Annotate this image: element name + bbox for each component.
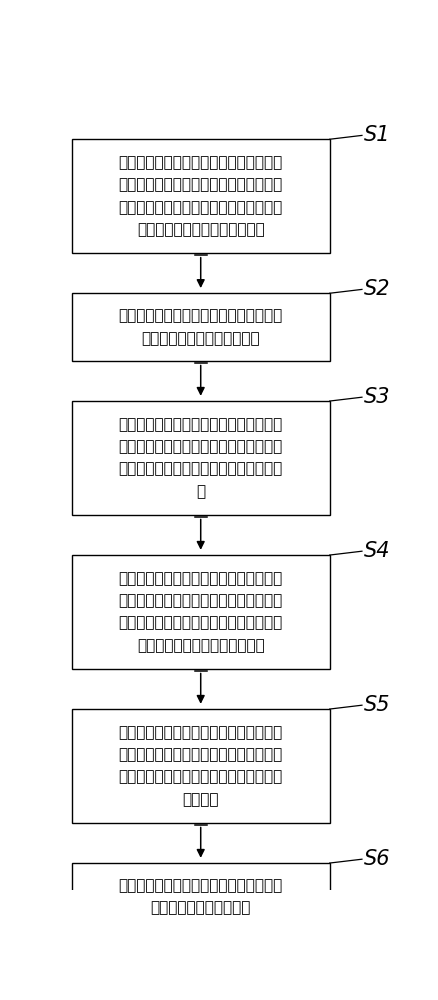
Text: S4: S4 [364, 541, 390, 561]
Bar [72, 401, 330, 515]
Bar [72, 293, 330, 361]
Text: S3: S3 [364, 387, 390, 407]
Bar [72, 139, 330, 253]
Text: S1: S1 [364, 125, 390, 145]
Text: 根据预设的阵列观测范围、最小合成阵列
尺寸、最小合成阵列的收发阵元数计算成
像系统的收发总阵元数、天线等效相位中
心数和成像系统的平面阵列尺寸: 根据预设的阵列观测范围、最小合成阵列 尺寸、最小合成阵列的收发阵元数计算成 像系… [119, 571, 283, 653]
Text: S5: S5 [364, 695, 390, 715]
Text: 根据成像系统收发总阵元数、天线等效相
位中心数和成像系统平面阵列尺寸计算成
像系统的发射和接收阵元天线几何中心位
置的分布: 根据成像系统收发总阵元数、天线等效相 位中心数和成像系统平面阵列尺寸计算成 像系… [119, 725, 283, 807]
Text: 根据成像系统的平面阵列阵元天线尺寸确
定同类收发天线中心最小间距: 根据成像系统的平面阵列阵元天线尺寸确 定同类收发天线中心最小间距 [119, 309, 283, 346]
Text: S2: S2 [364, 279, 390, 299]
Bar [72, 709, 330, 823]
Text: S6: S6 [364, 849, 390, 869]
Text: 根据平面阵列多输入多输出成像系统的二
维平面分辨率、阵列天线目标近距和系统
工作频率确定成像系统的最短有效合成阵
列大小和平面阵列阵元天线尺寸: 根据平面阵列多输入多输出成像系统的二 维平面分辨率、阵列天线目标近距和系统 工作… [119, 155, 283, 237]
Text: 根据成像系统的发射和接收阵元天线几何
中心位置的分布进行布局: 根据成像系统的发射和接收阵元天线几何 中心位置的分布进行布局 [119, 878, 283, 916]
Text: 根据最短有效合成阵列大小和同类收发天
线中心最小间距确定成像系统的最小合成
阵列的收发阵元总数以及最小合成阵列尺
寸: 根据最短有效合成阵列大小和同类收发天 线中心最小间距确定成像系统的最小合成 阵列… [119, 417, 283, 499]
Bar [72, 555, 330, 669]
Bar [72, 863, 330, 931]
